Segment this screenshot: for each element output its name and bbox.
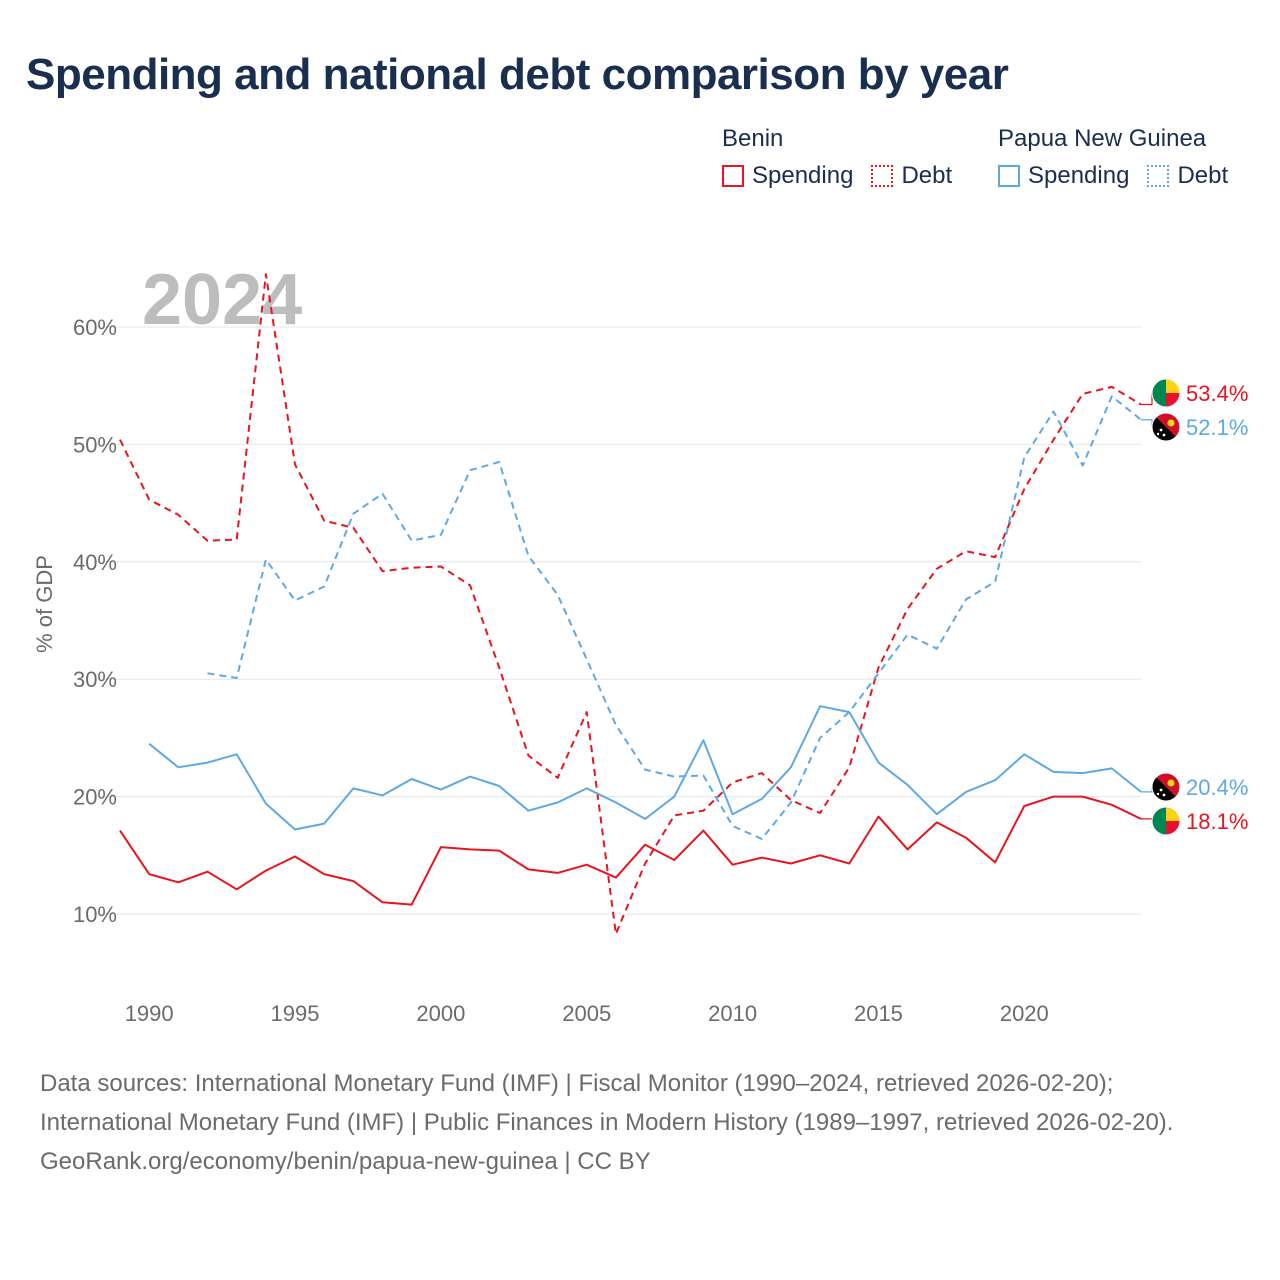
series-line-spending-benin xyxy=(119,795,1142,906)
gridlines xyxy=(95,326,1141,915)
png-flag-icon xyxy=(1151,772,1181,802)
legend-swatch-dotted xyxy=(1147,165,1170,187)
y-tick-label: 40% xyxy=(73,550,117,575)
end-value-label: 20.4% xyxy=(1186,775,1248,800)
legend-swatch-dotted xyxy=(871,165,894,187)
benin-flag-icon xyxy=(1151,806,1181,836)
x-tick-label: 1995 xyxy=(271,1001,320,1026)
y-tick-label: 20% xyxy=(73,785,117,810)
series-line-spending-png xyxy=(148,705,1142,831)
sources-line-1: Data sources: International Monetary Fun… xyxy=(40,1070,1174,1136)
x-tick-label: 2005 xyxy=(562,1001,611,1026)
y-axis-label: % of GDP xyxy=(32,555,57,653)
png-flag-icon xyxy=(1151,412,1181,442)
end-label-connector xyxy=(1141,787,1153,793)
legend-country-png: Papua New Guinea xyxy=(998,125,1207,152)
end-labels: 18.1% 53.4% 20.4% 52.1% xyxy=(1141,378,1248,836)
end-value-label: 52.1% xyxy=(1186,415,1248,440)
y-tick-label: 10% xyxy=(73,902,117,927)
x-tick-label: 2000 xyxy=(416,1001,465,1026)
legend-png-debt[interactable]: Debt xyxy=(1147,162,1228,190)
y-tick-label: 50% xyxy=(73,432,117,457)
legend-benin-spending-label: Spending xyxy=(752,162,854,189)
legend-benin-spending[interactable]: Spending xyxy=(722,162,853,190)
legend-benin-debt[interactable]: Debt xyxy=(871,162,952,190)
series-line-debt-benin xyxy=(119,273,1142,935)
chart-title: Spending and national debt comparison by… xyxy=(26,50,1009,99)
axes: 10% 20% 30% 40% 50% 60% 1990 1995 2000 2005 2010 20… xyxy=(73,315,1049,1026)
y-tick-label: 30% xyxy=(73,667,117,692)
end-label-connector xyxy=(1141,393,1153,406)
x-tick-label: 1990 xyxy=(125,1001,174,1026)
legend-benin-debt-label: Debt xyxy=(901,162,953,189)
x-tick-label: 2020 xyxy=(1000,1001,1049,1026)
series xyxy=(119,273,1142,935)
end-value-label: 18.1% xyxy=(1186,809,1248,834)
legend-png-spending[interactable]: Spending xyxy=(998,162,1129,190)
legend-benin: Benin Spending Debt xyxy=(722,122,970,196)
x-tick-label: 2010 xyxy=(708,1001,757,1026)
benin-flag-icon xyxy=(1151,378,1181,408)
series-line-debt-png xyxy=(207,395,1142,840)
legend-png-debt-label: Debt xyxy=(1177,162,1229,189)
end-label-connector xyxy=(1141,818,1153,821)
y-tick-label: 60% xyxy=(73,315,117,340)
legend-country-benin: Benin xyxy=(722,125,784,152)
line-chart: 2024 10% 20% 30% 40% 50% 60% 1990 1995 2000 2005 2… xyxy=(32,260,1248,1026)
year-watermark: 2024 xyxy=(142,260,302,340)
legend-png-spending-label: Spending xyxy=(1028,162,1130,189)
end-value-label: 53.4% xyxy=(1186,381,1248,406)
legend-swatch-solid xyxy=(722,165,744,187)
sources-line-2: GeoRank.org/economy/benin/papua-new-guin… xyxy=(40,1148,651,1175)
data-sources: Data sources: International Monetary Fun… xyxy=(40,1064,1240,1181)
legend-png: Papua New Guinea Spending Debt xyxy=(998,122,1246,196)
x-tick-label: 2015 xyxy=(854,1001,903,1026)
end-label-connector xyxy=(1141,419,1153,427)
legend-swatch-solid xyxy=(998,165,1020,187)
